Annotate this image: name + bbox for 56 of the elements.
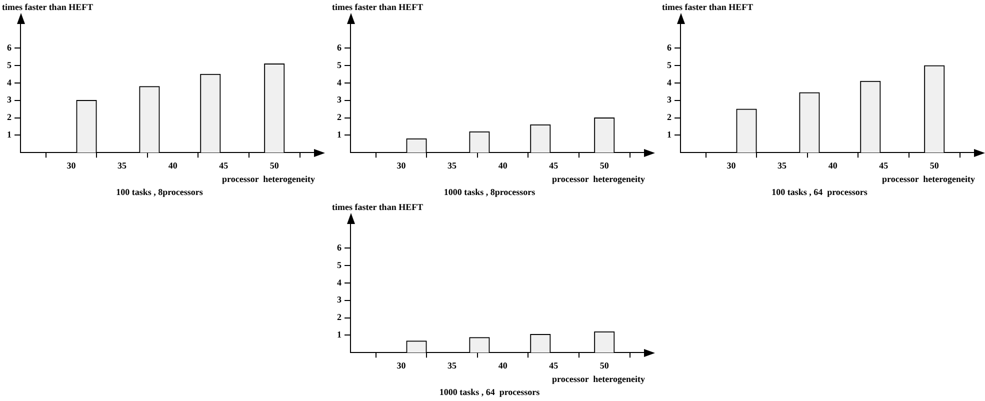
y-tick-label: 3	[337, 294, 342, 305]
x-tick-label: 35	[448, 360, 458, 370]
x-tick-label: 50	[600, 360, 610, 370]
y-axis-title: times faster than HEFT	[332, 202, 424, 212]
x-tick-label: 45	[549, 360, 559, 370]
x-tick-label: 50	[270, 160, 280, 170]
y-tick-label: 3	[337, 94, 342, 105]
y-tick-label: 5	[667, 60, 672, 70]
x-tick-label: 45	[879, 160, 889, 170]
text: 100 tasks , 64 processors	[772, 186, 868, 197]
y-tick-label: 2	[337, 112, 342, 122]
x-axis-title: processor heterogeneity	[222, 174, 316, 184]
y-tick-label: 1	[7, 130, 12, 140]
x-tick-label: 35	[448, 160, 458, 170]
x-tick-label: 45	[219, 160, 229, 170]
y-axis-title: times faster than HEFT	[662, 2, 754, 12]
y-tick-label: 2	[667, 112, 672, 122]
x-axis-title: processor heterogeneity	[552, 174, 646, 184]
x-tick-label: 40	[498, 160, 508, 170]
y-tick-label: 2	[337, 312, 342, 322]
y-tick-label: 6	[7, 42, 12, 52]
y-tick-label: 5	[337, 60, 342, 70]
x-tick-label: 45	[549, 160, 559, 170]
y-tick-label: 6	[337, 42, 342, 52]
x-tick-label: 50	[600, 160, 610, 170]
y-tick-label: 4	[7, 77, 12, 88]
x-axis-title: processor heterogeneity	[552, 374, 646, 384]
x-tick-label: 40	[168, 160, 178, 170]
y-tick-label: 6	[667, 42, 672, 52]
y-tick-label: 4	[667, 77, 672, 88]
y-tick-label: 6	[337, 242, 342, 252]
y-tick-label: 4	[337, 77, 342, 88]
y-tick-label: 4	[337, 277, 342, 288]
text: 100 tasks , 8processors	[116, 186, 204, 197]
y-tick-label: 1	[337, 330, 342, 340]
y-axis-title: times faster than HEFT	[332, 2, 424, 12]
x-tick-label: 30	[396, 360, 406, 370]
x-axis-title: processor heterogeneity	[882, 174, 976, 184]
x-tick-label: 30	[396, 160, 406, 170]
x-tick-label: 30	[66, 160, 76, 170]
text: 1000 tasks , 64 processors	[439, 386, 540, 397]
y-tick-label: 1	[337, 130, 342, 140]
y-tick-label: 3	[667, 94, 672, 105]
y-tick-label: 5	[7, 60, 12, 70]
x-tick-label: 40	[828, 160, 838, 170]
y-tick-label: 3	[7, 94, 12, 105]
y-tick-label: 5	[337, 260, 342, 270]
y-axis-title: times faster than HEFT	[2, 2, 94, 12]
x-tick-label: 30	[726, 160, 736, 170]
x-tick-label: 40	[498, 360, 508, 370]
y-tick-label: 1	[667, 130, 672, 140]
x-tick-label: 35	[778, 160, 788, 170]
y-tick-label: 2	[7, 112, 12, 122]
text: 1000 tasks , 8processors	[444, 186, 536, 197]
x-tick-label: 50	[930, 160, 940, 170]
x-tick-label: 35	[118, 160, 128, 170]
